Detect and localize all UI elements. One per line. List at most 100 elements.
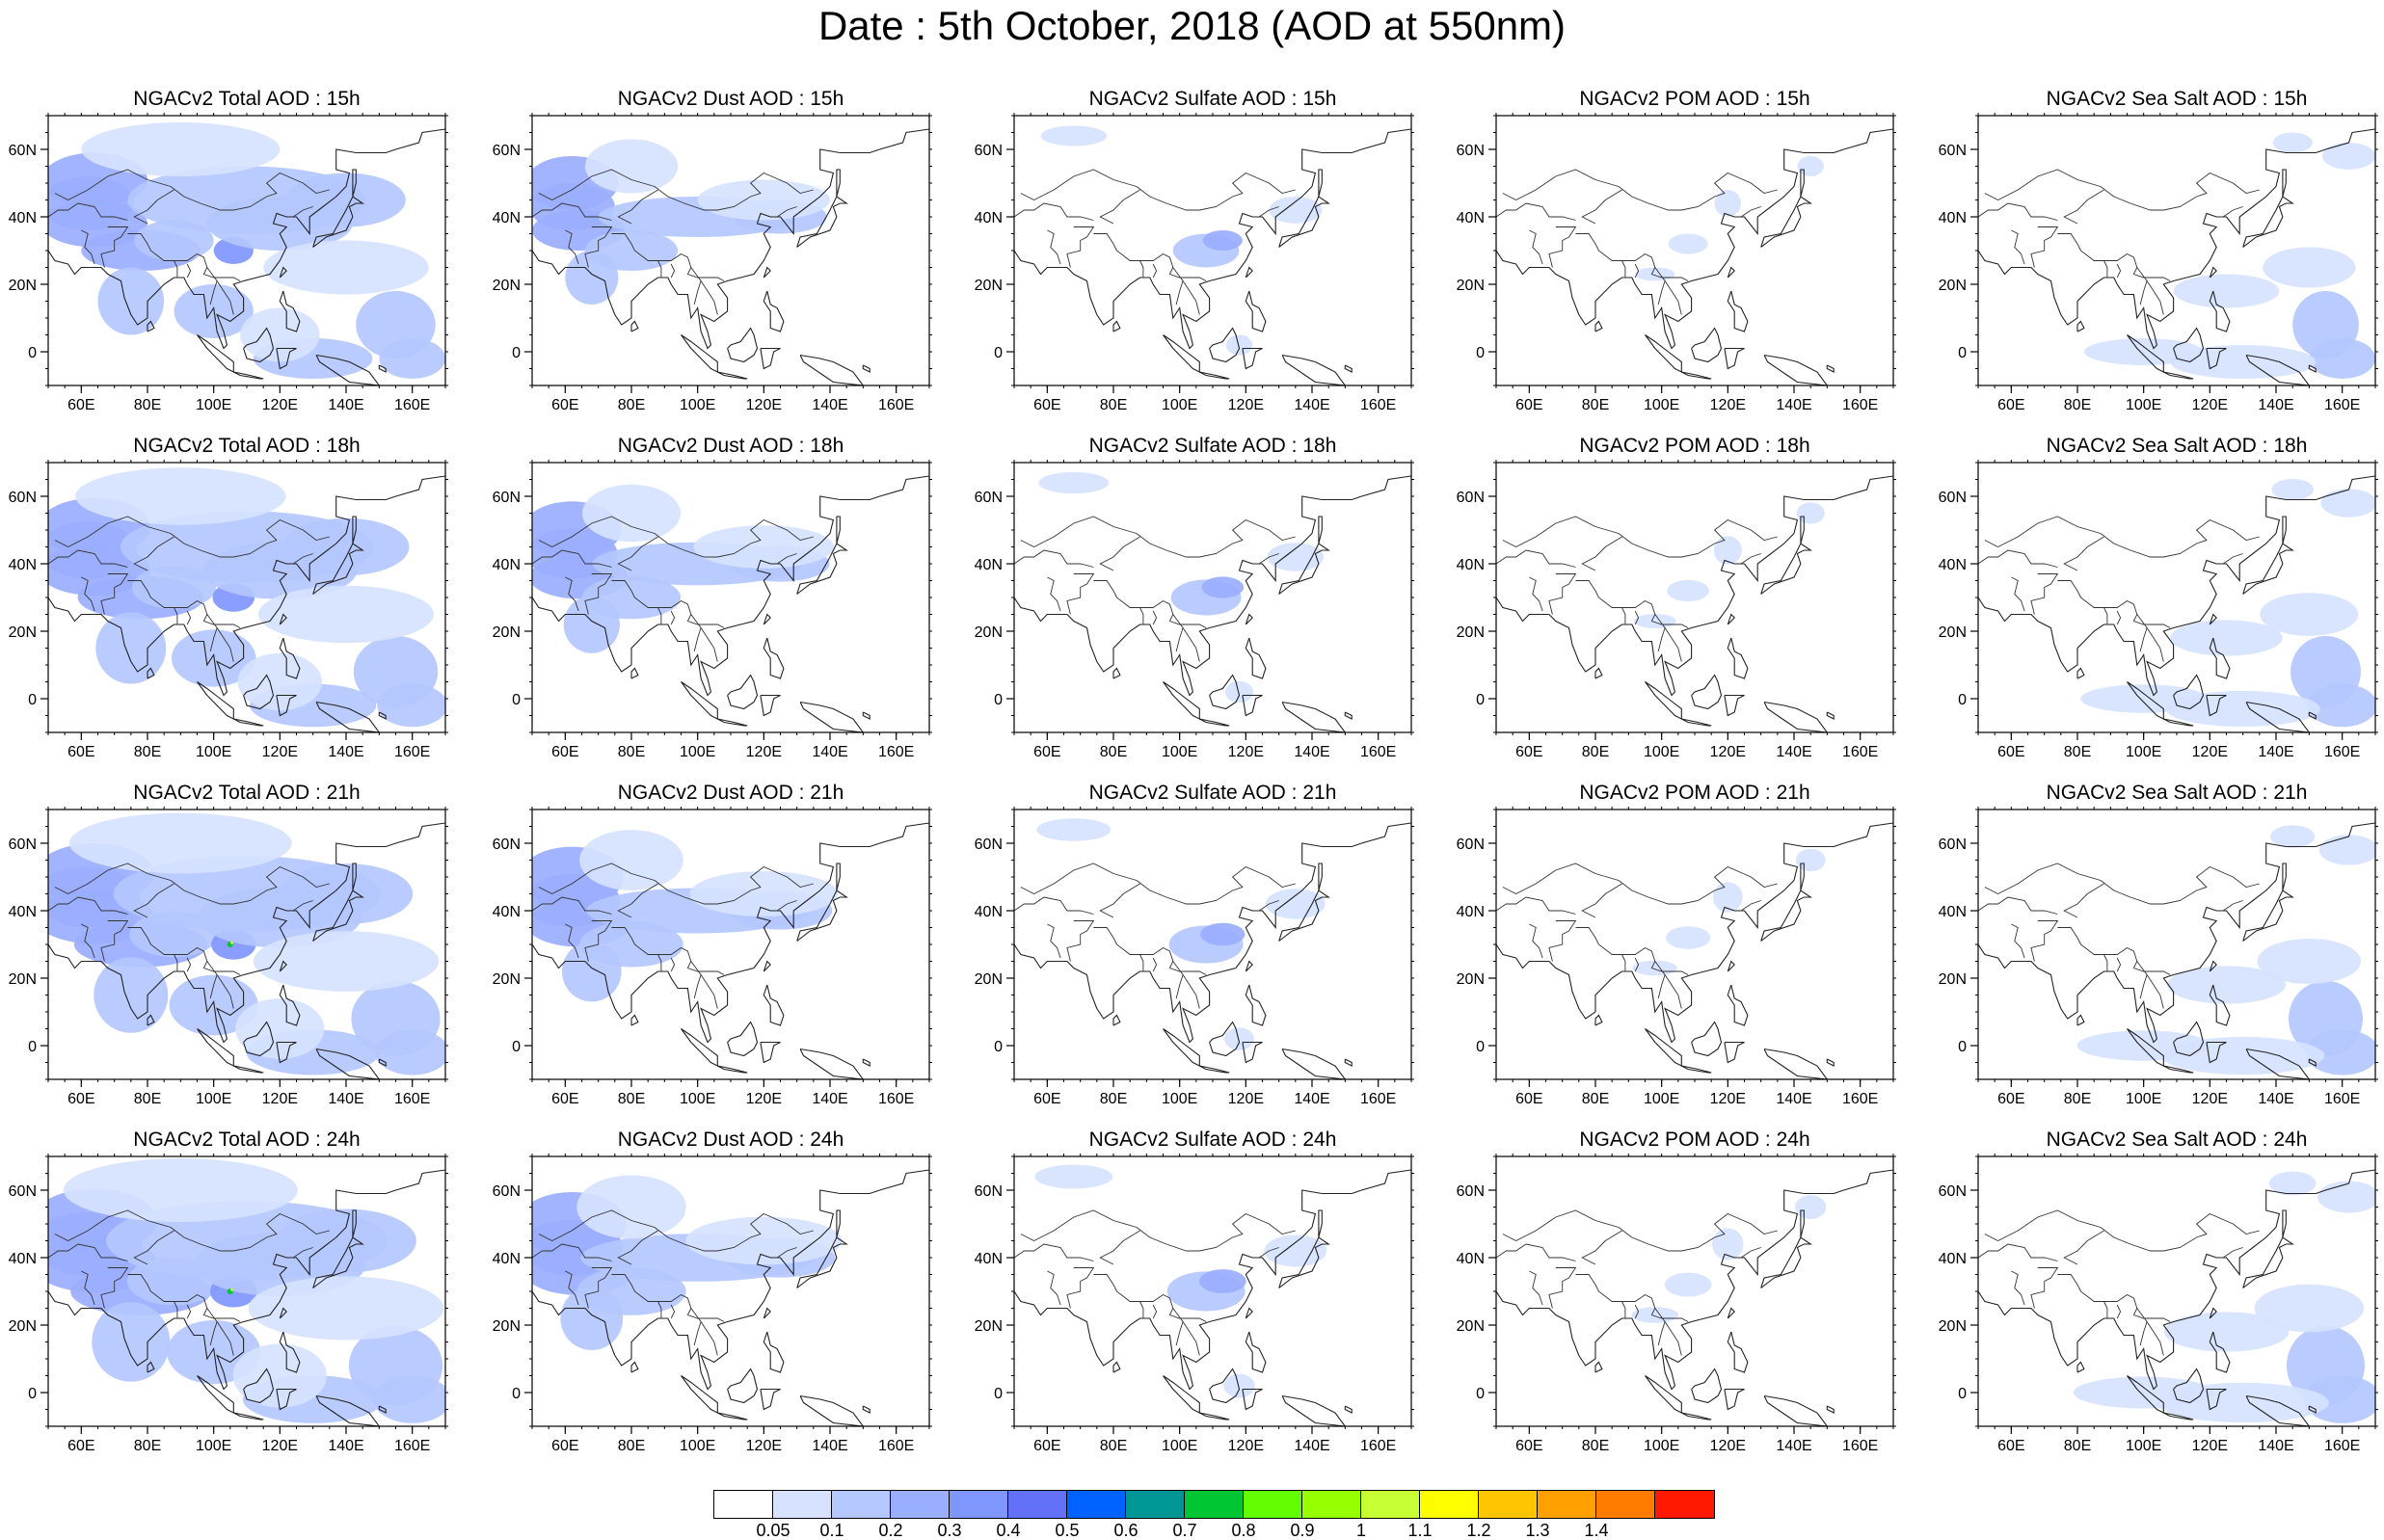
x-tick-label: 160E xyxy=(2324,744,2360,760)
y-tick-label: 20N xyxy=(975,971,1003,988)
aod-field xyxy=(1631,1195,1827,1323)
x-tick-label: 140E xyxy=(2258,1438,2293,1454)
aod-field xyxy=(1034,1164,1327,1398)
y-tick-label: 40N xyxy=(1939,904,1967,920)
y-tick-label: 20N xyxy=(1457,971,1485,988)
y-tick-label: 20N xyxy=(9,971,37,988)
y-tick-label: 40N xyxy=(493,1251,521,1267)
coastlines xyxy=(532,475,929,732)
map-panel-sulfate-2: NGACv2 Sulfate AOD : 21h 60E 80E 100E 120E 14… xyxy=(966,781,1419,1108)
x-tick-label: 160E xyxy=(394,1438,430,1454)
x-tick-label: 140E xyxy=(2258,397,2293,413)
x-tick-label: 80E xyxy=(1100,397,1127,413)
map-plot: 60E 80E 100E 120E 140E 160E 60N 40N 20N 0 xyxy=(9,113,448,413)
coastlines xyxy=(1496,1169,1893,1426)
y-tick-label: 40N xyxy=(1457,1251,1485,1267)
aod-field xyxy=(48,122,445,379)
panel-title: NGACv2 Sea Salt AOD : 15h xyxy=(2046,88,2308,110)
x-tick-label: 60E xyxy=(551,1438,578,1454)
x-tick-label: 120E xyxy=(2192,1091,2228,1107)
x-tick-label: 160E xyxy=(394,1091,430,1107)
y-tick-label: 60N xyxy=(9,143,37,159)
x-tick-label: 160E xyxy=(394,744,430,760)
map-plot: 60E 80E 100E 120E 140E 160E 60N 40N 20N 0 xyxy=(1457,1154,1896,1454)
x-tick-label: 160E xyxy=(1360,397,1396,413)
x-tick-label: 80E xyxy=(1100,1438,1127,1454)
coastlines xyxy=(48,475,445,732)
colorbar-label: 0.2 xyxy=(878,1521,903,1540)
x-tick-label: 140E xyxy=(812,744,847,760)
y-tick-label: 40N xyxy=(9,557,37,573)
map-panel-sulfate-3: NGACv2 Sulfate AOD : 24h 60E 80E 100E 120E 14… xyxy=(966,1128,1419,1455)
x-tick-label: 80E xyxy=(134,397,161,413)
map-panel-pom-0: NGACv2 POM AOD : 15h 60E 80E 100E 120E 140E 16… xyxy=(1448,87,1901,414)
y-tick-label: 40N xyxy=(9,1251,37,1267)
coastlines xyxy=(1978,1169,2375,1426)
colorbar-swatch xyxy=(1655,1491,1714,1518)
map-panel-sulfate-0: NGACv2 Sulfate AOD : 15h 60E 80E 100E 120E 14… xyxy=(966,87,1419,414)
y-tick-label: 20N xyxy=(493,971,521,988)
panel-title: NGACv2 Sulfate AOD : 15h xyxy=(1088,88,1337,110)
coastlines xyxy=(1014,822,1411,1079)
x-tick-label: 140E xyxy=(1294,397,1329,413)
panel-title: NGACv2 Dust AOD : 21h xyxy=(617,782,844,804)
y-tick-label: 40N xyxy=(9,210,37,226)
y-tick-label: 40N xyxy=(1939,210,1967,226)
y-tick-label: 20N xyxy=(1939,971,1967,988)
x-tick-label: 120E xyxy=(746,1091,782,1107)
x-tick-label: 160E xyxy=(1842,397,1878,413)
colorbar-label: 0.5 xyxy=(1055,1521,1080,1540)
x-tick-label: 140E xyxy=(1776,397,1811,413)
coastlines xyxy=(1014,475,1411,732)
x-tick-label: 160E xyxy=(878,744,914,760)
colorbar-swatch xyxy=(832,1491,891,1518)
x-tick-label: 160E xyxy=(2324,397,2360,413)
y-tick-label: 20N xyxy=(975,278,1003,294)
x-tick-label: 60E xyxy=(1515,397,1542,413)
map-plot: 60E 80E 100E 120E 140E 160E 60N 40N 20N 0 xyxy=(1457,460,1896,760)
x-tick-label: 80E xyxy=(2064,397,2091,413)
x-tick-label: 140E xyxy=(328,744,363,760)
coastlines xyxy=(532,128,929,385)
panel-title: NGACv2 Total AOD : 24h xyxy=(133,1128,361,1151)
panel-title: NGACv2 Sea Salt AOD : 21h xyxy=(2046,782,2308,804)
y-tick-label: 0 xyxy=(1958,345,1967,361)
x-tick-label: 80E xyxy=(618,397,645,413)
x-tick-label: 100E xyxy=(1162,1438,1197,1454)
y-tick-label: 20N xyxy=(1457,278,1485,294)
y-tick-label: 40N xyxy=(975,1251,1003,1267)
map-panel-seasalt-0: NGACv2 Sea Salt AOD : 15h 60E 80E 100E 120E 1… xyxy=(1930,87,2383,414)
aod-field xyxy=(2080,478,2375,728)
y-tick-label: 40N xyxy=(493,904,521,920)
y-tick-label: 20N xyxy=(975,1318,1003,1335)
colorbar-swatches xyxy=(713,1490,1715,1519)
x-tick-label: 140E xyxy=(328,1091,363,1107)
y-tick-label: 0 xyxy=(1476,1039,1485,1055)
x-tick-label: 160E xyxy=(878,1091,914,1107)
colorbar-swatch xyxy=(714,1491,773,1518)
y-tick-label: 20N xyxy=(1939,278,1967,294)
coastlines xyxy=(1496,128,1893,385)
panel-title: NGACv2 POM AOD : 18h xyxy=(1579,435,1810,457)
y-tick-label: 60N xyxy=(9,490,37,506)
y-tick-label: 0 xyxy=(512,1386,521,1402)
x-tick-label: 100E xyxy=(196,397,231,413)
y-tick-label: 60N xyxy=(1457,1183,1485,1200)
panel-title: NGACv2 Dust AOD : 24h xyxy=(617,1128,844,1151)
colorbar-swatch xyxy=(891,1491,950,1518)
x-tick-label: 100E xyxy=(680,397,715,413)
colorbar-label: 0.1 xyxy=(819,1521,844,1540)
y-tick-label: 20N xyxy=(1939,1318,1967,1335)
colorbar-label: 0.8 xyxy=(1231,1521,1256,1540)
map-panel-dust-3: NGACv2 Dust AOD : 24h 60E 80E 100E 120E 140E 1… xyxy=(484,1128,937,1455)
y-tick-label: 60N xyxy=(1939,143,1967,159)
x-tick-label: 60E xyxy=(1515,744,1542,760)
x-tick-label: 60E xyxy=(1515,1438,1542,1454)
map-plot: 60E 80E 100E 120E 140E 160E 60N 40N 20N 0 xyxy=(1939,1154,2378,1454)
aod-field xyxy=(532,139,830,305)
coastlines xyxy=(532,1169,929,1426)
colorbar-swatch xyxy=(1596,1491,1655,1518)
aod-field xyxy=(2076,825,2375,1075)
y-tick-label: 20N xyxy=(493,278,521,294)
